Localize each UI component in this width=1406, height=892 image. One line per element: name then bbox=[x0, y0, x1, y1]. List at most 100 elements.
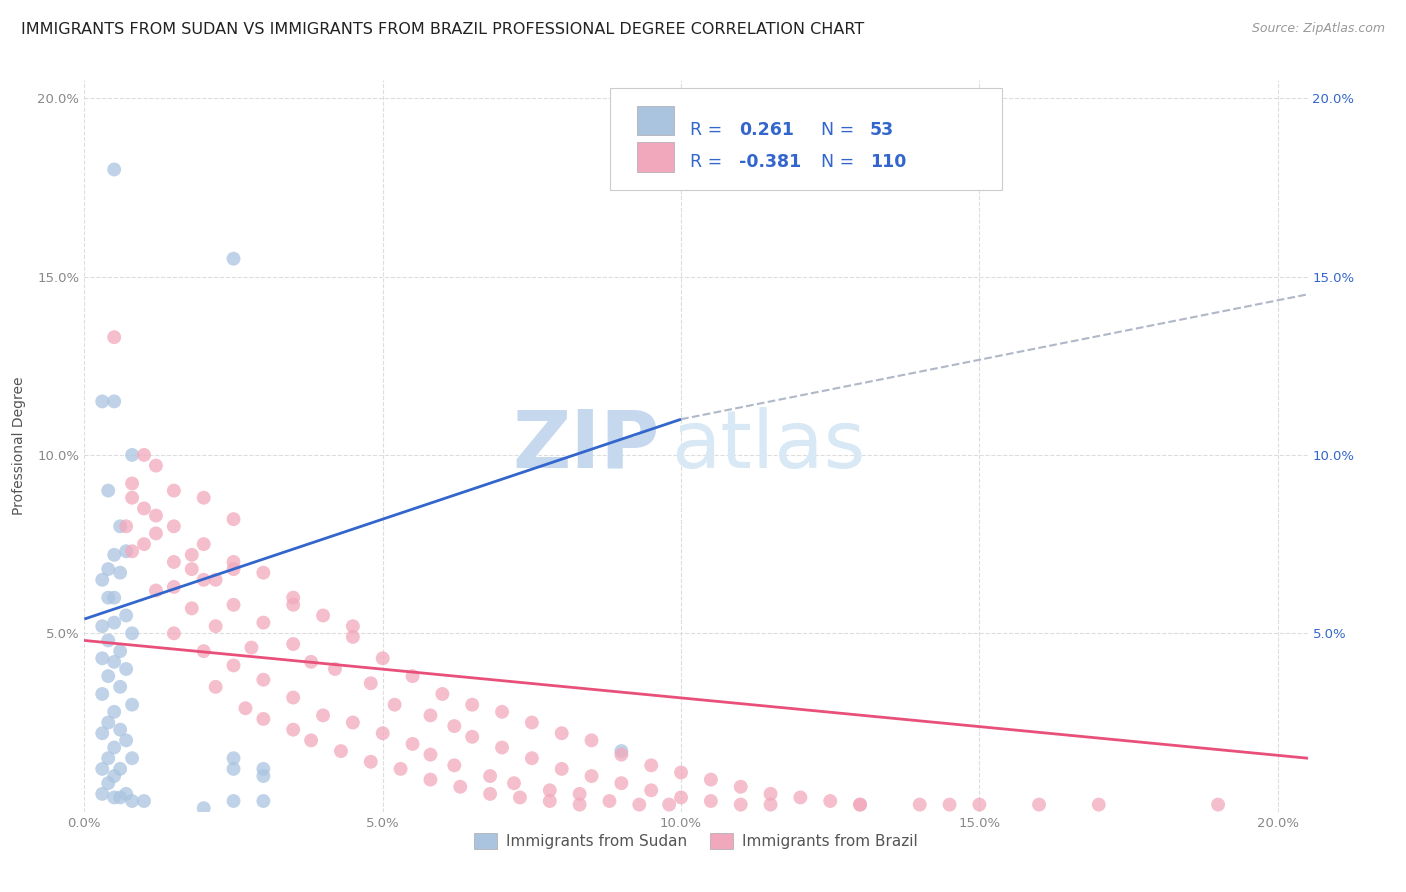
Point bbox=[1206, 797, 1229, 812]
Point bbox=[938, 797, 960, 812]
Point bbox=[252, 566, 274, 580]
Text: atlas: atlas bbox=[672, 407, 866, 485]
Point bbox=[730, 780, 752, 794]
Point bbox=[121, 476, 143, 491]
Point bbox=[163, 519, 186, 533]
Point bbox=[520, 715, 543, 730]
Point bbox=[97, 483, 120, 498]
Point bbox=[103, 162, 125, 177]
Point bbox=[235, 701, 257, 715]
Point bbox=[538, 783, 561, 797]
FancyBboxPatch shape bbox=[637, 106, 673, 135]
Point bbox=[121, 626, 143, 640]
Point bbox=[103, 548, 125, 562]
Point bbox=[479, 787, 502, 801]
Point bbox=[121, 698, 143, 712]
Point bbox=[818, 794, 841, 808]
Point bbox=[103, 655, 125, 669]
Point bbox=[163, 626, 186, 640]
Point bbox=[283, 723, 305, 737]
Point bbox=[312, 708, 335, 723]
Point bbox=[461, 698, 484, 712]
Point bbox=[91, 619, 114, 633]
Point bbox=[252, 615, 274, 630]
Point bbox=[163, 555, 186, 569]
Point bbox=[628, 797, 651, 812]
Point bbox=[163, 580, 186, 594]
Point bbox=[103, 615, 125, 630]
Point bbox=[240, 640, 263, 655]
Point bbox=[491, 705, 513, 719]
Point bbox=[115, 544, 138, 558]
Point bbox=[849, 797, 872, 812]
Point bbox=[108, 680, 131, 694]
Text: N =: N = bbox=[821, 120, 853, 138]
Point bbox=[108, 644, 131, 658]
Point bbox=[419, 772, 441, 787]
Point bbox=[222, 555, 245, 569]
Point bbox=[121, 751, 143, 765]
Point bbox=[658, 797, 681, 812]
Point bbox=[252, 794, 274, 808]
Point bbox=[103, 790, 125, 805]
Point bbox=[222, 658, 245, 673]
Point bbox=[371, 726, 394, 740]
Point bbox=[568, 787, 591, 801]
Point bbox=[132, 537, 155, 551]
Point bbox=[360, 755, 382, 769]
Point bbox=[91, 726, 114, 740]
Point bbox=[222, 512, 245, 526]
Point bbox=[115, 787, 138, 801]
Point bbox=[103, 740, 125, 755]
Point bbox=[384, 698, 406, 712]
Point bbox=[103, 769, 125, 783]
Point bbox=[97, 715, 120, 730]
Point bbox=[115, 519, 138, 533]
Point bbox=[103, 705, 125, 719]
Point bbox=[640, 758, 662, 772]
Point bbox=[371, 651, 394, 665]
Point bbox=[610, 747, 633, 762]
Point bbox=[1028, 797, 1050, 812]
Point bbox=[283, 637, 305, 651]
Point bbox=[610, 776, 633, 790]
Point bbox=[121, 794, 143, 808]
Point bbox=[283, 690, 305, 705]
Point bbox=[299, 655, 322, 669]
Point bbox=[97, 669, 120, 683]
Point bbox=[97, 591, 120, 605]
Point bbox=[401, 737, 423, 751]
Point bbox=[121, 491, 143, 505]
Point bbox=[759, 797, 782, 812]
Point bbox=[252, 712, 274, 726]
Point bbox=[193, 801, 215, 815]
Point bbox=[443, 758, 465, 772]
Point bbox=[180, 548, 202, 562]
Point bbox=[103, 591, 125, 605]
Text: 110: 110 bbox=[870, 153, 905, 171]
Point bbox=[323, 662, 346, 676]
Text: ZIP: ZIP bbox=[512, 407, 659, 485]
Point bbox=[491, 740, 513, 755]
Point bbox=[204, 619, 226, 633]
Point bbox=[91, 651, 114, 665]
Point bbox=[222, 562, 245, 576]
FancyBboxPatch shape bbox=[637, 143, 673, 171]
Point bbox=[115, 733, 138, 747]
Point bbox=[449, 780, 471, 794]
Point bbox=[461, 730, 484, 744]
Point bbox=[443, 719, 465, 733]
Point bbox=[538, 794, 561, 808]
Point bbox=[222, 762, 245, 776]
Text: 53: 53 bbox=[870, 120, 894, 138]
Point bbox=[132, 448, 155, 462]
Point bbox=[108, 790, 131, 805]
Point bbox=[115, 608, 138, 623]
Point bbox=[193, 573, 215, 587]
Point bbox=[969, 797, 991, 812]
Point bbox=[97, 751, 120, 765]
Point bbox=[509, 790, 531, 805]
Point bbox=[121, 448, 143, 462]
Point bbox=[520, 751, 543, 765]
Point bbox=[145, 526, 167, 541]
